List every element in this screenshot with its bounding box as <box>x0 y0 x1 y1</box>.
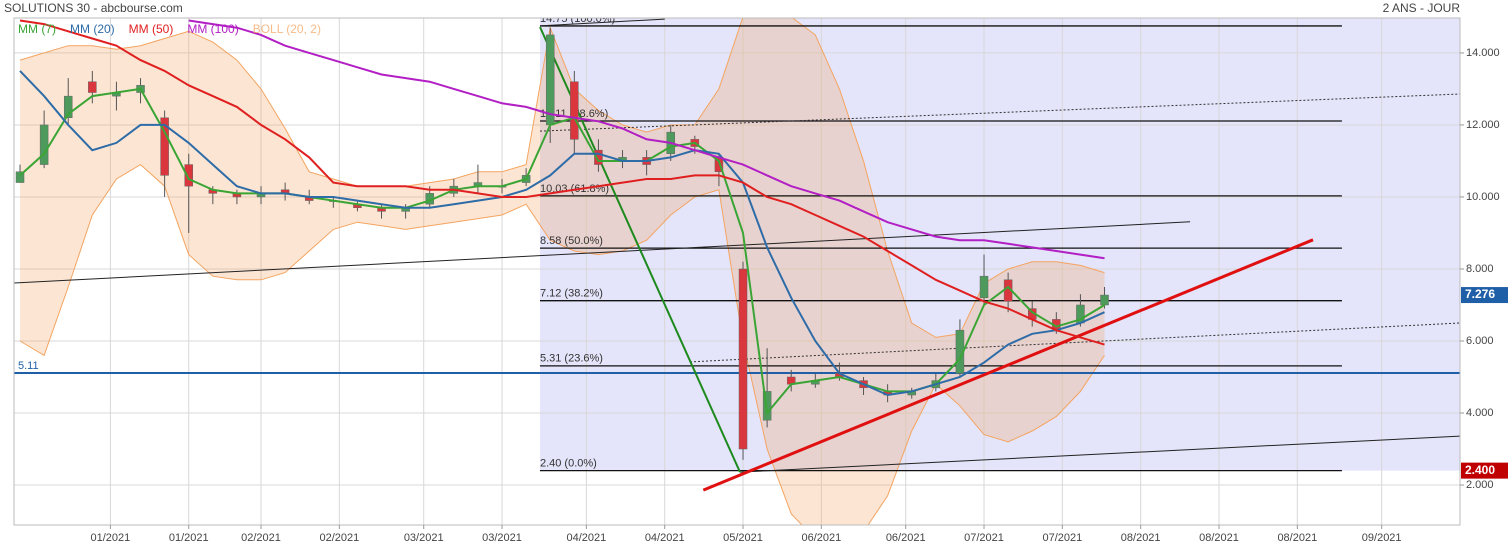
trendline <box>14 221 1191 284</box>
axes: 2.000 4.000 6.000 8.000 10.000 12.000 14.000 01… <box>13 17 1508 544</box>
legend-entry: MM (7) <box>18 22 56 36</box>
plot-area: 14.75 (100.0%)12.11 (78.6%)10.03 (61.8%)… <box>14 13 1460 525</box>
plot-border <box>13 17 1461 526</box>
x-tick-label: 08/2021 <box>1199 532 1239 544</box>
chart-title: SOLUTIONS 30 - abcbourse.com <box>4 1 183 15</box>
candle-body <box>160 117 169 176</box>
x-tick-label: 06/2021 <box>801 532 841 544</box>
chart-subtitle: 2 ANS - JOUR <box>1383 1 1461 15</box>
trendline <box>539 93 1460 132</box>
candle-body <box>15 171 25 183</box>
legend-entry: MM (100) <box>187 22 238 36</box>
price-tag-label: 2.400 <box>1465 463 1495 477</box>
x-tick-label: 07/2021 <box>964 532 1004 544</box>
x-tick-label: 03/2021 <box>404 532 444 544</box>
trendline <box>739 435 1460 473</box>
x-tick-label: 02/2021 <box>241 532 281 544</box>
legend-entry: MM (20) <box>70 22 115 36</box>
candle-body <box>88 81 97 93</box>
moving-average <box>188 19 1105 260</box>
candle-body <box>979 275 989 299</box>
x-tick-label: 01/2021 <box>91 532 131 544</box>
x-tick-label: 09/2021 <box>1362 532 1402 544</box>
fib-label: 8.58 (50.0%) <box>540 235 603 247</box>
legend-entry: BOLL (20, 2) <box>253 22 321 36</box>
x-tick-label: 06/2021 <box>886 532 926 544</box>
x-tick-label: 01/2021 <box>169 532 209 544</box>
legend-entry: MM (50) <box>129 22 174 36</box>
candle-body <box>570 81 579 140</box>
fib-label: 2.40 (0.0%) <box>540 458 597 470</box>
y-tick-label: 10.000 <box>1466 191 1500 203</box>
candle-body <box>738 268 748 450</box>
x-tick-label: 04/2021 <box>645 532 685 544</box>
y-tick-label: 6.000 <box>1466 335 1494 347</box>
price-tag <box>1461 287 1508 304</box>
fib-label: 5.31 (23.6%) <box>540 353 603 365</box>
fib-zone <box>539 18 1460 471</box>
trendline <box>702 238 1314 492</box>
candle-body <box>184 164 193 187</box>
y-tick-label: 4.000 <box>1466 407 1494 419</box>
bollinger-lower <box>19 163 1105 525</box>
x-tick-label: 07/2021 <box>1042 532 1082 544</box>
candle-body <box>1100 294 1109 306</box>
moving-average <box>19 19 1105 346</box>
y-tick-label: 12.000 <box>1466 119 1500 131</box>
price-tag <box>1461 462 1508 479</box>
bollinger-upper <box>19 18 1105 338</box>
x-tick-label: 03/2021 <box>482 532 522 544</box>
price-tag-label: 7.276 <box>1465 287 1495 301</box>
y-tick-label: 2.000 <box>1466 479 1494 491</box>
fib-label: 7.12 (38.2%) <box>540 288 603 300</box>
support-label: 5.11 <box>18 360 39 372</box>
candle-body <box>39 124 49 165</box>
moving-average <box>19 70 1105 397</box>
candle-body <box>63 95 73 118</box>
trendline <box>689 322 1460 363</box>
trendline <box>539 18 665 27</box>
x-tick-label: 02/2021 <box>319 532 359 544</box>
fib-label: 14.75 (100.0%) <box>540 13 615 25</box>
candle-body <box>545 34 555 126</box>
x-tick-label: 08/2021 <box>1121 532 1161 544</box>
x-tick-label: 04/2021 <box>566 532 606 544</box>
x-tick-label: 05/2021 <box>723 532 763 544</box>
y-tick-label: 8.000 <box>1466 263 1494 275</box>
candle-body <box>594 149 603 165</box>
y-tick-label: 14.000 <box>1466 47 1500 59</box>
x-tick-label: 08/2021 <box>1277 532 1317 544</box>
